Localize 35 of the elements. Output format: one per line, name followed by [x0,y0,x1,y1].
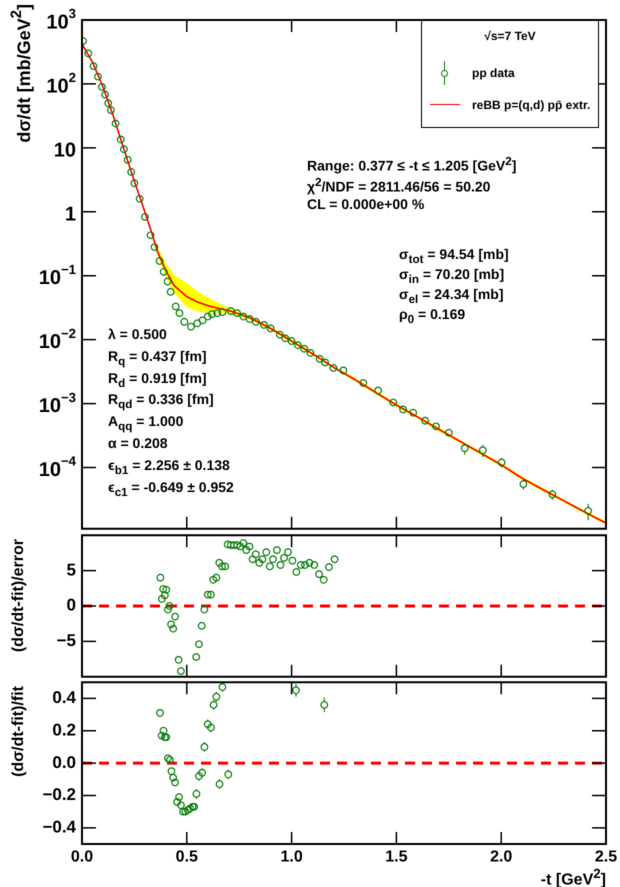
annotation: ρ$_{0}$ = 0.169 [399,305,466,328]
annotation: ϵ$_{b1}$ = 2.256 ± 0.138 [108,456,230,479]
y-axis-title: (dσ/dt-fit)/error [10,539,28,652]
x-tick-label: 1.0 [280,848,303,866]
annotation: R$_{d}$ = 0.919 [fm] [108,368,207,392]
x-tick-label: 0.5 [176,848,198,866]
annotation: R$_{qd}$ = 0.336 [fm] [108,390,214,414]
x-tick-label: 2.0 [490,848,512,866]
y-tick-label: −0.4 [42,818,77,837]
annotation: λ = 0.500 [108,325,167,343]
annotation: A$_{qq}$ = 1.000 [108,412,184,435]
y-axis-title: (dσ/dt-fit)/fit [10,686,28,778]
annotation: σ$_{el}$ = 24.34 [mb] [399,286,504,306]
annotation: α = 0.208 [108,434,168,452]
y-tick-label: 0 [66,596,76,615]
x-tick-label: 2.5 [594,848,618,866]
x-tick-label: 1.5 [385,848,408,866]
y-tick-label: 0.4 [52,688,77,708]
y-tick-label: −5 [56,631,76,650]
y-tick-label: 5 [66,560,76,580]
legend-title: √s=7 TeV [483,29,537,43]
legend-label: pp data [472,66,515,80]
y-tick-label: 0.0 [52,752,76,772]
y-tick-label: 1 [64,203,76,226]
annotation: Range: 0.377 ≤ -t ≤ 1.205 [GeV$^{2}$] [307,154,516,175]
annotation: CL = 0.000e+00 % [307,195,424,213]
annotation: ϵ$_{c1}$ = -0.649 ± 0.952 [108,478,234,500]
y-tick-label: 10 [54,139,76,162]
annotation: σ$_{tot}$ = 94.54 [mb] [399,246,509,266]
legend-label: reBB p=(q,d) pp̄ extr. [472,98,590,112]
annotation: χ$^{2}$/NDF = 2811.46/56 = 50.20 [307,175,490,196]
y-tick-label: −0.2 [42,785,76,804]
annotation: σ$_{in}$ = 70.20 [mb] [399,266,504,286]
annotation: R$_{q}$ = 0.437 [fm] [108,346,207,370]
y-tick-label: 0.2 [52,720,76,740]
